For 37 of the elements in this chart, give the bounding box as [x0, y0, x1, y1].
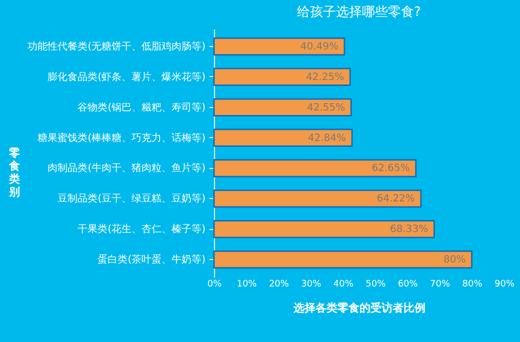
bar [213, 250, 473, 269]
x-tick-label: 20% [268, 280, 290, 290]
data-label: 80% [444, 254, 466, 266]
data-label: 42.55% [306, 102, 346, 114]
x-axis-title: 选择各类零食的受访者比例 [292, 302, 426, 314]
x-tick-label: 40% [333, 280, 354, 290]
y-tick-label: 膨化食品类(虾条、薯片、爆米花等) [48, 70, 206, 83]
data-label: 42.25% [306, 72, 344, 83]
y-axis-title: 零食类别 [8, 146, 20, 198]
data-label: 42.84% [308, 132, 346, 144]
x-tick-label: 10% [236, 280, 258, 290]
bar [213, 190, 422, 208]
bar [213, 98, 352, 116]
chart-title: 给孩子选择哪些零食? [297, 5, 421, 20]
bar [213, 220, 435, 238]
x-tick-label: 80% [462, 280, 483, 290]
bar [213, 37, 346, 56]
x-tick-label: 50% [366, 280, 386, 290]
y-tick-label: 功能性代餐类(无糖饼干、低脂鸡肉肠等) [28, 40, 206, 52]
data-label: 64.22% [376, 194, 415, 205]
x-tick-label: 90% [494, 280, 515, 290]
y-tick-label: 谷物类(锅巴、糍粑、寿司等) [78, 101, 206, 114]
data-label: 40.49% [300, 41, 338, 52]
bar [213, 128, 353, 147]
x-tick-label: 30% [301, 280, 322, 290]
y-tick-label: 豆制品类(豆干、绿豆糕、豆奶等) [58, 192, 206, 205]
bar [213, 159, 417, 178]
y-tick-label: 肉制品类(牛肉干、猪肉粒、鱼片等) [48, 162, 206, 174]
bar [213, 68, 351, 86]
data-label: 68.33% [390, 224, 428, 236]
y-tick-label: 蛋白类(茶叶蛋、牛奶等) [98, 254, 206, 266]
y-tick-label: 干果类(花生、杏仁、榛子等) [78, 223, 206, 236]
x-tick-label: 60% [398, 280, 418, 290]
x-tick-label: 70% [430, 280, 450, 290]
x-tick-label: 0% [207, 280, 222, 290]
y-tick-label: 糖果蜜饯类(棒棒糖、巧克力、话梅等) [38, 132, 206, 144]
data-label: 62.65% [372, 163, 410, 174]
